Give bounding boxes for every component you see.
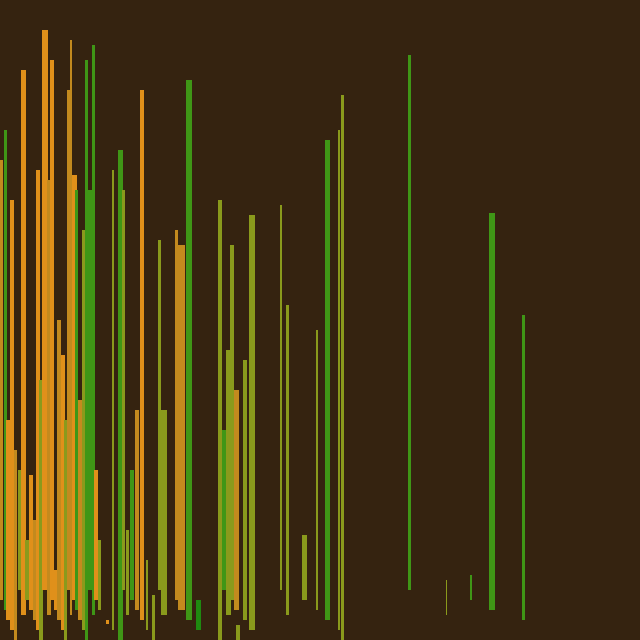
vertical-bar bbox=[118, 150, 123, 640]
vertical-bar bbox=[61, 355, 65, 630]
vertical-bar bbox=[78, 400, 82, 620]
vertical-bar bbox=[175, 230, 178, 600]
vertical-bar bbox=[158, 240, 161, 590]
vertical-bar bbox=[70, 40, 72, 615]
vertical-bar bbox=[338, 130, 340, 630]
vertical-bar bbox=[222, 430, 226, 590]
vertical-bar bbox=[82, 230, 85, 630]
vertical-bar bbox=[280, 205, 282, 590]
vertical-bar bbox=[161, 410, 167, 615]
vertical-bar bbox=[122, 190, 125, 590]
vertical-bar bbox=[341, 95, 344, 640]
vertical-bar bbox=[196, 600, 201, 630]
vertical-bar bbox=[18, 470, 22, 590]
vertical-bar bbox=[126, 530, 129, 615]
vertical-bar bbox=[186, 80, 192, 620]
vertical-bar bbox=[72, 175, 77, 600]
vertical-bar bbox=[33, 520, 36, 620]
vertical-bar bbox=[249, 215, 255, 630]
vertical-bar bbox=[54, 570, 57, 610]
vertical-bar bbox=[325, 140, 330, 620]
vertical-bar bbox=[75, 190, 78, 610]
vertical-bar bbox=[286, 305, 289, 615]
vertical-bar bbox=[226, 350, 231, 615]
vertical-bar bbox=[39, 380, 43, 640]
vertical-bar bbox=[243, 360, 247, 620]
vertical-bar bbox=[316, 330, 318, 610]
vertical-bar bbox=[236, 625, 240, 640]
vertical-bar bbox=[64, 420, 67, 640]
vertical-bar bbox=[140, 90, 144, 620]
vertical-bar bbox=[130, 470, 134, 600]
vertical-bar bbox=[230, 245, 234, 600]
vertical-bar bbox=[408, 55, 411, 590]
vertical-bar bbox=[302, 535, 307, 600]
vertical-bar bbox=[4, 130, 7, 610]
vertical-bar bbox=[47, 180, 51, 615]
vertical-bar bbox=[152, 595, 155, 640]
vertical-bar bbox=[489, 213, 495, 610]
vertical-bar bbox=[42, 30, 48, 590]
vertical-bar bbox=[470, 575, 472, 600]
vertical-bar bbox=[6, 420, 11, 620]
vertical-bar bbox=[25, 540, 29, 600]
vertical-bar bbox=[94, 470, 98, 600]
vertical-bar bbox=[10, 200, 14, 630]
vertical-bar bbox=[29, 475, 33, 610]
vertical-bar bbox=[21, 70, 26, 615]
vertical-bar bbox=[234, 390, 239, 610]
vertical-bar bbox=[218, 200, 222, 640]
vertical-bar bbox=[446, 580, 447, 615]
vertical-bar bbox=[0, 160, 3, 600]
vertical-bar bbox=[135, 410, 139, 610]
vertical-bar bbox=[36, 170, 40, 630]
vertical-bar bbox=[92, 45, 95, 615]
vertical-bar bbox=[98, 540, 101, 610]
vertical-bar bbox=[57, 320, 61, 620]
vertical-bar bbox=[522, 315, 525, 620]
vertical-bar bbox=[112, 170, 114, 630]
vertical-bar bbox=[106, 620, 109, 624]
vertical-bar bbox=[178, 245, 185, 610]
vertical-bar bbox=[14, 450, 17, 640]
bar-layer bbox=[0, 30, 525, 640]
vertical-bar bbox=[85, 60, 88, 640]
vertical-bar bbox=[50, 60, 54, 600]
vertical-bar bbox=[67, 90, 71, 590]
vertical-bar bbox=[88, 190, 93, 590]
vertical-bar bbox=[146, 560, 148, 630]
